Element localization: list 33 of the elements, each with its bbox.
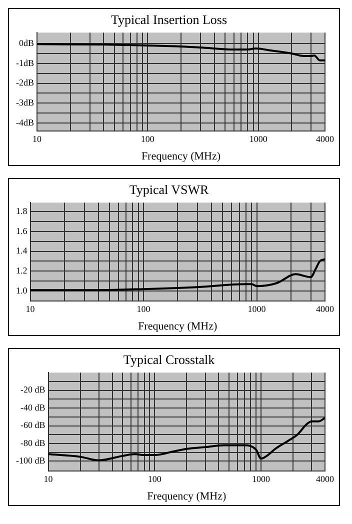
y-tick-label: 1.6	[16, 226, 28, 236]
x-axis-title: Frequency (MHz)	[138, 320, 218, 332]
chart-title: Typical Crosstalk	[123, 352, 216, 368]
y-tick-label: 1.8	[16, 206, 28, 216]
y-tick-label: -40 dB	[20, 402, 46, 412]
y-tick-label: -4dB	[16, 117, 34, 128]
x-tick-label: 4000	[316, 134, 334, 144]
x-tick-label: 100	[148, 474, 162, 484]
y-tick-label: -60 dB	[20, 420, 46, 430]
y-tick-label: -20 dB	[20, 384, 46, 395]
x-tick-label: 100	[140, 134, 155, 144]
y-tick-label: -1dB	[16, 58, 34, 68]
x-tick-label: 100	[136, 304, 151, 314]
x-tick-label: 10	[26, 304, 36, 314]
y-tick-label: -3dB	[16, 98, 34, 108]
x-tick-label: 1000	[248, 304, 266, 314]
x-tick-label: 10	[44, 474, 54, 484]
y-tick-label: 1.2	[16, 266, 28, 276]
y-tick-label: 0dB	[18, 38, 34, 48]
x-tick-label: 1000	[252, 474, 270, 484]
y-tick-label: -2dB	[16, 78, 34, 88]
y-tick-label: -100 dB	[16, 456, 46, 466]
y-tick-label: -80 dB	[20, 438, 46, 448]
x-axis-title: Frequency (MHz)	[141, 150, 221, 162]
y-tick-label: 1.0	[16, 285, 28, 296]
x-tick-label: 4000	[316, 474, 334, 484]
x-tick-label: 4000	[316, 304, 334, 314]
x-tick-label: 1000	[249, 134, 268, 144]
chart-title: Typical Insertion Loss	[110, 12, 228, 28]
chart-title: Typical VSWR	[129, 182, 210, 198]
x-axis-title: Frequency (MHz)	[147, 490, 227, 502]
y-tick-label: 1.4	[16, 246, 28, 256]
x-tick-label: 10	[32, 134, 42, 144]
